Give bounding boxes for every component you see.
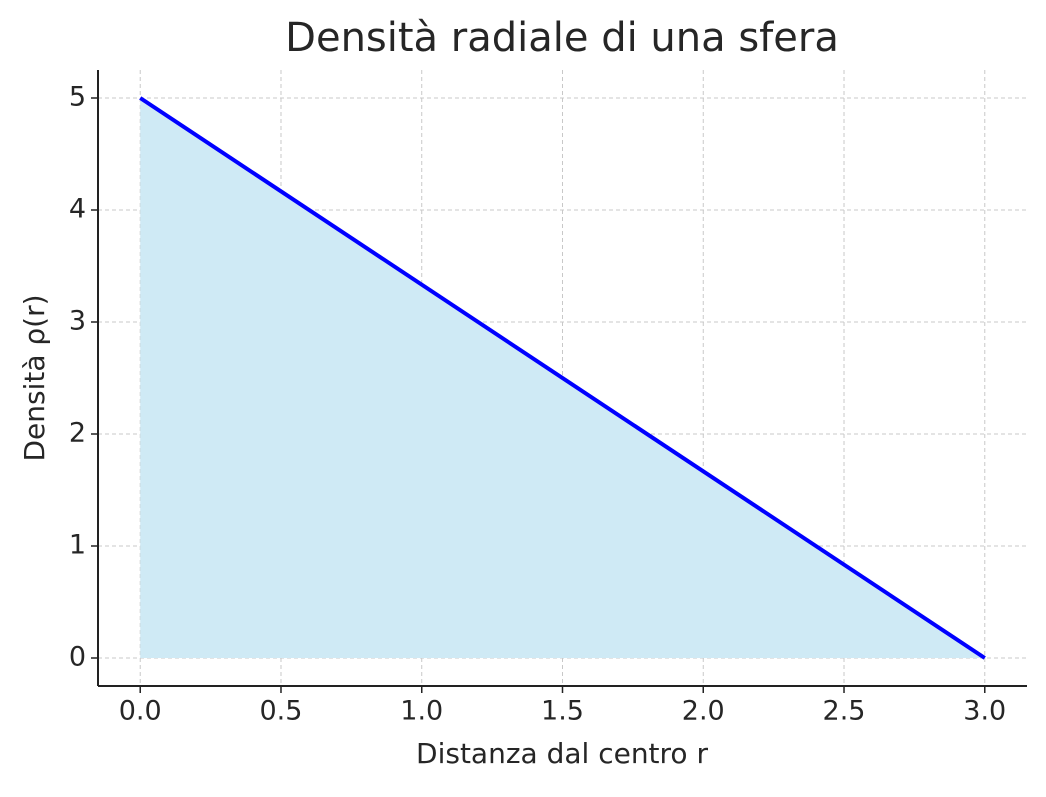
x-tick-label: 3.0 [963, 696, 1006, 727]
y-tick-label: 2 [69, 418, 86, 449]
x-axis-label: Distanza dal centro r [416, 737, 708, 770]
x-tick-label: 2.5 [823, 696, 866, 727]
y-axis-label: Densità ρ(r) [18, 294, 51, 461]
x-tick-label: 1.0 [400, 696, 443, 727]
chart-title: Densità radiale di una sfera [285, 15, 839, 61]
x-tick-label: 0.5 [260, 696, 303, 727]
y-tick-label: 5 [69, 82, 86, 113]
x-tick-label: 0.0 [119, 696, 162, 727]
x-tick-label: 1.5 [541, 696, 584, 727]
y-tick-label: 3 [69, 306, 86, 337]
line [139, 96, 986, 660]
y-tick-label: 1 [69, 530, 86, 561]
y-tick-label: 4 [69, 194, 86, 225]
x-tick-label: 2.0 [682, 696, 725, 727]
y-tick-label: 0 [69, 642, 86, 673]
